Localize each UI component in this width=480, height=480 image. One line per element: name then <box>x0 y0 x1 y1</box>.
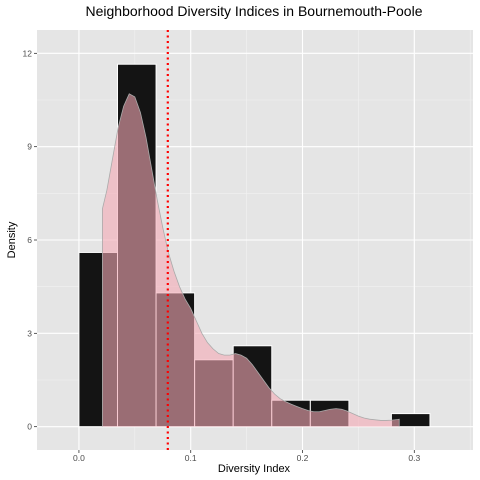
y-tick-label: 3 <box>27 328 32 338</box>
x-tick-label: 0.2 <box>297 453 309 463</box>
density-area <box>102 93 400 427</box>
x-axis-ticks: 0.0 0.1 0.2 0.3 <box>73 450 420 463</box>
y-tick-label: 0 <box>27 422 32 432</box>
x-tick-label: 0.0 <box>73 453 85 463</box>
y-tick-label: 6 <box>27 235 32 245</box>
density-curve-layer <box>102 93 400 427</box>
y-tick-label: 12 <box>23 48 33 58</box>
y-axis-label: Density <box>6 221 18 258</box>
chart-title: Neighborhood Diversity Indices in Bourne… <box>86 3 423 19</box>
x-tick-label: 0.1 <box>185 453 197 463</box>
density-curve-line <box>102 93 400 427</box>
x-tick-label: 0.3 <box>408 453 420 463</box>
x-axis-label: Diversity Index <box>218 463 291 475</box>
y-tick-label: 9 <box>27 142 32 152</box>
y-axis-ticks: 0 3 6 9 12 <box>23 48 37 432</box>
